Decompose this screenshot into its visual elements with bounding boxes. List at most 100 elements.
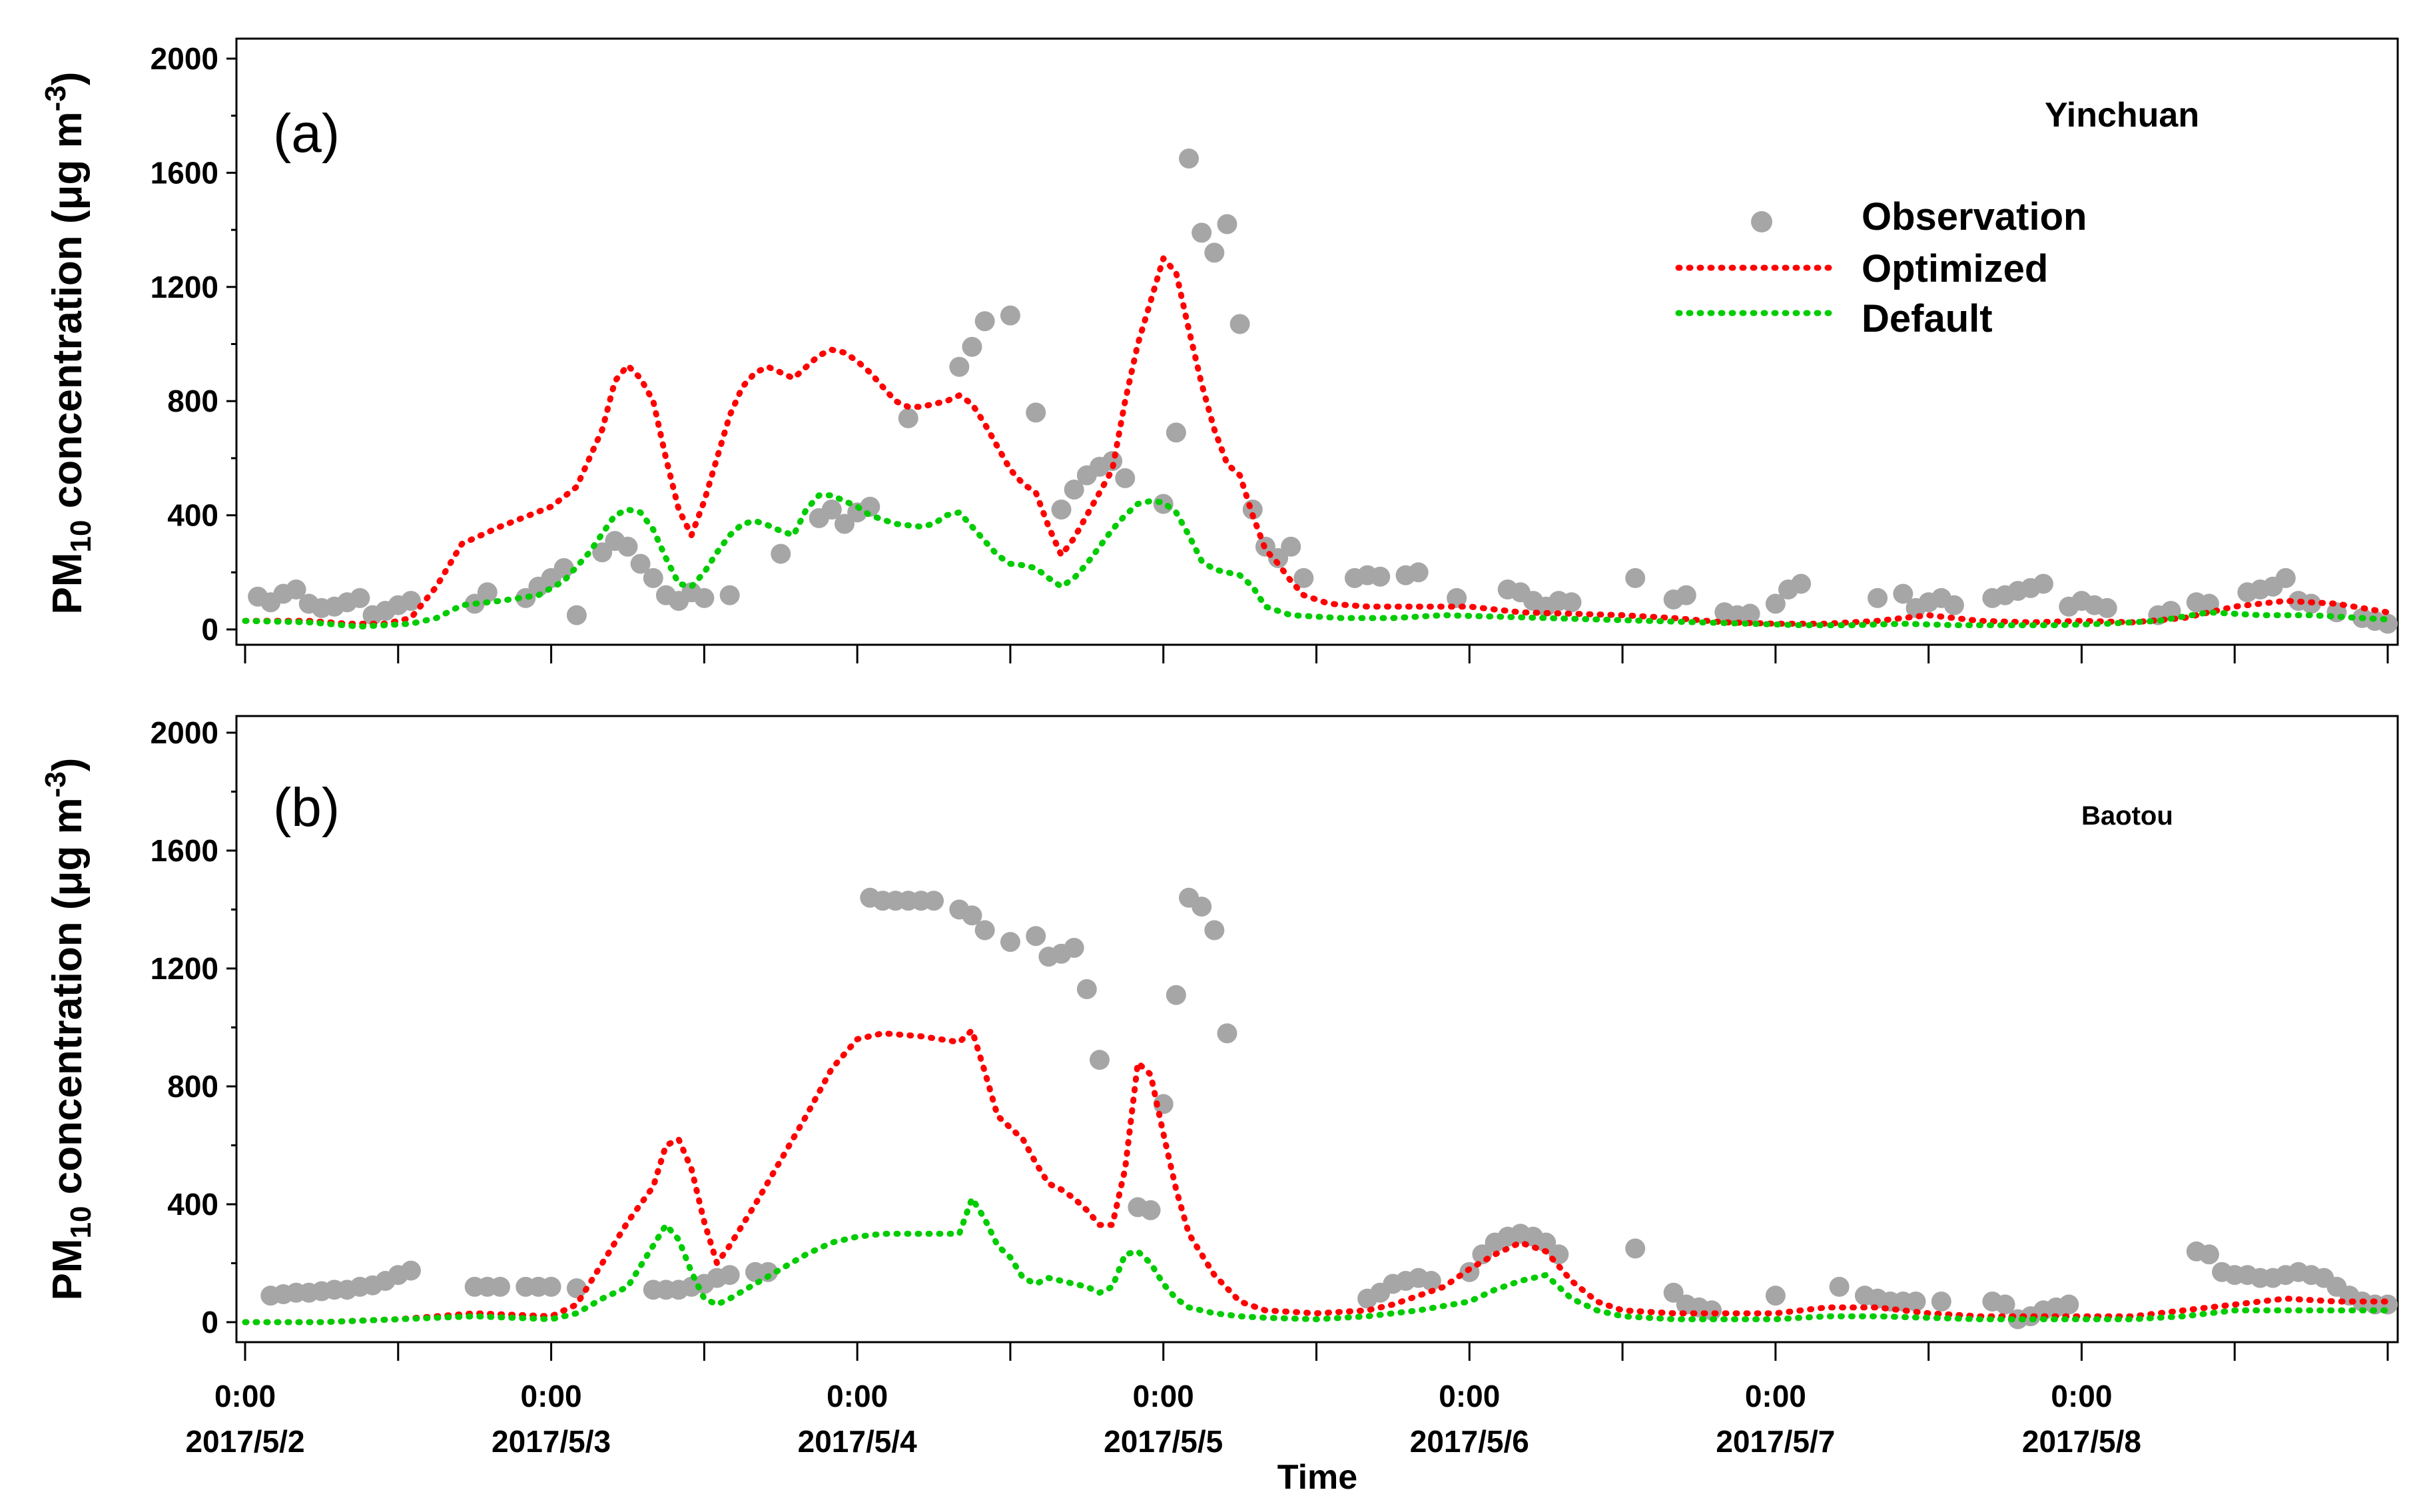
observation-point-b-66 [1625, 1238, 1646, 1259]
observation-point-b-77 [1906, 1292, 1926, 1312]
observation-point-a-19 [566, 605, 587, 625]
x-tick-time-label-3: 0:00 [1133, 1379, 1194, 1413]
x-tick-date-label-3: 2017/5/5 [1104, 1424, 1223, 1459]
legend-observation-label: Observation [1862, 195, 2087, 238]
series-group-a [242, 148, 2398, 634]
observation-point-a-54 [1229, 314, 1250, 334]
y-tick-label-b-2: 800 [167, 1069, 218, 1104]
observation-point-b-37 [1000, 932, 1020, 952]
x-tick-time-label-5: 0:00 [1745, 1379, 1806, 1413]
y-axis-title-b: PM10 concentration (μg m-3) [39, 758, 97, 1301]
observation-point-b-80 [1995, 1294, 2015, 1315]
observation-point-b-51 [1217, 1023, 1237, 1044]
observation-point-b-27 [758, 1262, 779, 1282]
observation-point-b-50 [1204, 920, 1225, 941]
x-tick-date-label-1: 2017/5/3 [492, 1424, 611, 1459]
y-axis-a: 0 400 800 1200 1600 2000 [151, 41, 236, 647]
observation-point-b-67 [1663, 1282, 1684, 1303]
observation-point-a-29 [719, 585, 740, 605]
x-axis-title: Time [1277, 1458, 1357, 1497]
observation-point-a-57 [1268, 548, 1289, 568]
observation-point-a-86 [1943, 595, 1964, 615]
observation-point-b-36 [974, 920, 995, 941]
legend-optimized-label: Optimized [1862, 247, 2048, 290]
observation-point-a-36 [898, 408, 918, 428]
observation-point-a-39 [974, 311, 995, 332]
observation-point-b-85 [2059, 1294, 2079, 1315]
y-axis-b: 0 400 800 1200 1600 2000 [151, 715, 236, 1339]
observation-point-b-33 [924, 891, 944, 911]
observation-point-b-72 [1829, 1276, 1850, 1297]
optimized-line-b [242, 1027, 2391, 1325]
observation-point-a-64 [1408, 562, 1429, 583]
x-tick-time-label-4: 0:00 [1439, 1379, 1500, 1413]
x-tick-date-label-5: 2017/5/7 [1716, 1424, 1835, 1459]
x-tick-date-label-0: 2017/5/2 [185, 1424, 304, 1459]
x-axis-b: 0:00 2017/5/2 0:00 2017/5/3 0:00 2017/5/4 0:00… [185, 1342, 2389, 1459]
observation-point-a-78 [1765, 593, 1786, 614]
x-tick-time-label-6: 0:00 [2051, 1379, 2112, 1413]
observation-point-b-78 [1931, 1292, 1951, 1312]
observation-point-b-35 [962, 905, 982, 926]
panel-label-b: (b) [273, 777, 340, 838]
panel-b: 0 400 800 1200 1600 2000 0:00 2017/5/2 0:00 2017… [39, 715, 2399, 1497]
observation-point-a-62 [1370, 566, 1391, 587]
panel-a: 0 400 800 1200 1600 2000 (a) Yinchuan PM10 co… [39, 37, 2399, 663]
y-tick-label-a-4: 1600 [151, 155, 218, 190]
observation-point-a-103 [2275, 567, 2296, 588]
observation-point-b-45 [1140, 1200, 1161, 1220]
x-tick-time-label-0: 0:00 [214, 1379, 276, 1413]
observation-point-a-65 [1447, 587, 1467, 608]
observation-point-a-82 [1893, 583, 1913, 604]
observation-point-a-18 [553, 558, 574, 578]
observation-point-a-52 [1204, 242, 1225, 263]
observation-point-a-109 [2378, 613, 2398, 634]
observation-point-b-46 [1153, 1094, 1174, 1114]
observation-point-a-33 [834, 514, 855, 534]
y-tick-label-a-5: 2000 [151, 41, 218, 76]
y-tick-label-a-0: 0 [201, 612, 218, 647]
observation-point-a-3 [286, 579, 306, 600]
legend-observation-marker [1751, 211, 1772, 232]
y-tick-label-b-4: 1600 [151, 833, 218, 868]
x-tick-date-label-4: 2017/5/6 [1410, 1424, 1529, 1459]
observation-point-b-14 [490, 1276, 510, 1297]
x-tick-time-label-2: 0:00 [827, 1379, 888, 1413]
observation-point-a-72 [1625, 567, 1646, 588]
x-tick-time-label-1: 0:00 [521, 1379, 582, 1413]
observation-point-a-37 [949, 356, 970, 377]
observation-point-a-14 [477, 582, 498, 603]
x-axis-a [244, 645, 2389, 663]
optimized-line-a [242, 255, 2391, 627]
panel-label-a: (a) [273, 103, 340, 164]
observation-point-a-95 [2097, 597, 2117, 618]
observation-point-a-32 [821, 500, 842, 520]
legend-default-label: Default [1862, 297, 1993, 340]
observation-point-b-18 [566, 1278, 587, 1299]
y-tick-label-b-3: 1200 [151, 951, 218, 986]
observation-point-a-23 [630, 554, 651, 574]
observation-point-a-53 [1217, 214, 1237, 234]
observation-point-b-11 [400, 1260, 421, 1281]
series-group-b [242, 887, 2398, 1329]
observation-point-b-41 [1064, 938, 1084, 958]
observation-point-a-8 [350, 587, 370, 608]
observation-point-a-43 [1064, 480, 1084, 500]
observation-point-a-51 [1192, 222, 1212, 243]
observation-point-b-64 [1536, 1232, 1557, 1253]
plot-frame-b [235, 715, 2399, 1343]
observation-point-a-49 [1166, 422, 1186, 443]
observation-point-a-91 [2033, 573, 2053, 594]
x-tick-date-label-2: 2017/5/4 [798, 1424, 917, 1459]
observation-point-a-47 [1115, 468, 1136, 488]
observation-point-a-81 [1868, 587, 1888, 608]
observation-point-a-41 [1026, 402, 1046, 423]
observation-point-a-71 [1561, 592, 1582, 613]
observation-point-a-24 [643, 567, 663, 588]
default-line-b [242, 1195, 2391, 1325]
x-tick-date-label-6: 2017/5/8 [2022, 1424, 2141, 1459]
observation-point-b-71 [1765, 1286, 1786, 1306]
observation-point-b-38 [1026, 926, 1046, 946]
observation-point-a-80 [1791, 573, 1812, 594]
